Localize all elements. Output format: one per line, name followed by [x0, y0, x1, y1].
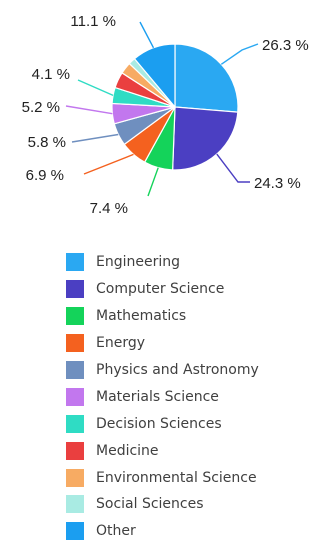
pie-slice-engineering	[174, 43, 239, 113]
legend-swatch	[66, 414, 84, 433]
legend-label: Computer Science	[96, 281, 225, 298]
leader-line-physics-and-astronomy	[71, 133, 119, 143]
legend-swatch	[66, 253, 84, 272]
leader-line-mathematics	[147, 167, 159, 197]
data-label-computer-science: 24.3 %	[254, 175, 301, 192]
legend-label: Environmental Science	[96, 469, 257, 486]
legend-swatch	[66, 441, 84, 460]
legend-item-energy: Energy	[66, 330, 259, 357]
legend-label: Materials Science	[96, 388, 219, 405]
legend-swatch	[66, 495, 84, 514]
legend-swatch	[66, 468, 84, 487]
legend-swatch	[66, 522, 84, 541]
leader-line-other	[139, 21, 155, 49]
data-label-engineering: 26.3 %	[262, 37, 309, 54]
pie-chart: 26.3 % 24.3 % 7.4 % 6.9 % 5.8 % 5.2 % 4.1 % 11.…	[22, 13, 309, 217]
legend-item-decision-sciences: Decision Sciences	[66, 410, 259, 437]
leader-line-decision-sciences	[77, 79, 114, 97]
legend-label: Social Sciences	[96, 496, 204, 513]
legend-label: Energy	[96, 335, 146, 352]
leader-line-computer-science	[216, 153, 250, 183]
leader-line-engineering	[220, 43, 259, 65]
legend-swatch	[66, 361, 84, 379]
data-label-materials-science: 5.2 %	[22, 99, 60, 116]
legend-label: Decision Sciences	[96, 415, 222, 432]
legend-swatch	[66, 387, 84, 406]
pie-slice-other	[133, 43, 176, 109]
legend-item-medicine: Medicine	[66, 437, 259, 464]
legend-item-social-sciences: Social Sciences	[66, 491, 259, 518]
data-label-mathematics: 7.4 %	[90, 200, 128, 217]
data-label-physics-and-astronomy: 5.8 %	[28, 134, 66, 151]
pie-slice-computer-science	[172, 106, 239, 171]
leader-lines	[65, 21, 259, 197]
legend-label: Physics and Astronomy	[96, 362, 259, 378]
legend-label: Medicine	[96, 442, 159, 459]
data-label-energy: 6.9 %	[26, 167, 64, 184]
legend: Engineering Computer Science Mathematics En…	[66, 249, 259, 545]
legend-label: Engineering	[96, 254, 180, 271]
pie-slices	[111, 43, 239, 171]
leader-line-energy	[83, 153, 134, 175]
legend-swatch	[66, 307, 84, 326]
legend-swatch	[66, 334, 84, 353]
legend-item-physics-and-astronomy: Physics and Astronomy	[66, 357, 259, 384]
legend-label: Mathematics	[96, 308, 187, 325]
legend-item-environmental-science: Environmental Science	[66, 464, 259, 491]
data-label-other: 11.1 %	[70, 13, 116, 30]
legend-item-computer-science: Computer Science	[66, 276, 259, 303]
data-label-decision-sciences: 4.1 %	[32, 66, 70, 83]
legend-item-materials-science: Materials Science	[66, 383, 259, 410]
legend-item-engineering: Engineering	[66, 249, 259, 276]
data-labels: 26.3 % 24.3 % 7.4 % 6.9 % 5.8 % 5.2 % 4.1 % 11.…	[22, 13, 309, 217]
legend-swatch	[66, 280, 84, 299]
legend-label: Other	[96, 523, 136, 540]
leader-line-materials-science	[65, 105, 113, 115]
legend-item-mathematics: Mathematics	[66, 303, 259, 330]
legend-item-other: Other	[66, 518, 259, 545]
